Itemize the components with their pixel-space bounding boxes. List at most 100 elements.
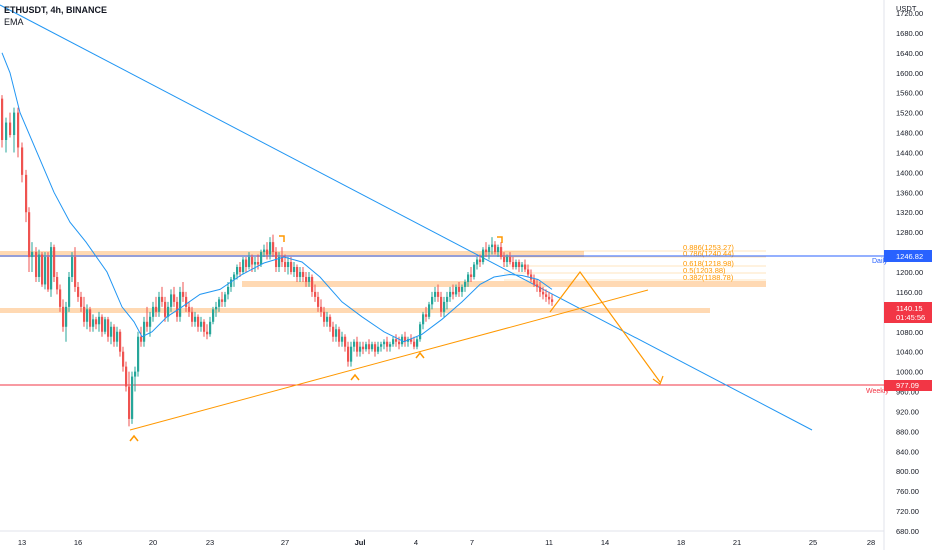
daily-price-value: 1246.82 [896,252,923,261]
candle-body [515,262,518,268]
price-tick-label: 1080.00 [896,328,923,337]
time-tick-label: 13 [18,538,26,547]
candle-countdown: 01:45:56 [896,313,925,322]
candle-body [479,259,482,263]
candle-body [65,306,68,327]
candle-body [116,331,119,342]
candle-body [464,281,467,287]
candle-body [13,112,16,136]
candle-body [272,242,275,253]
candle-body [71,257,74,277]
candle-body [242,259,245,272]
candle-body [305,276,308,282]
candle-body [17,112,20,148]
candle-body [56,276,59,290]
candle-body [21,147,24,175]
candle-body [59,289,62,307]
candle-body [47,257,50,290]
candle-body [113,326,116,342]
candle-body [176,301,179,317]
candle-body [506,257,509,263]
candle-body [194,316,197,322]
price-tick-label: 1560.00 [896,89,923,98]
candle-body [449,291,452,297]
candle-body [167,306,170,317]
last-price-value: 1140.15 [896,304,923,313]
candle-body [509,257,512,263]
price-tick-label: 720.00 [896,507,919,516]
time-axis[interactable]: 13 16 20 23 27 Jul 4 7 11 14 18 21 25 28 [18,538,875,547]
candle-body [347,346,350,362]
candle-body [125,366,128,387]
candle-body [497,247,500,253]
candle-body [206,331,209,335]
candle-body [539,286,542,292]
candle-body [455,286,458,295]
candle-body [233,274,236,280]
candles [1,95,554,427]
candle-body [368,344,371,350]
candle-body [209,321,212,335]
candle-body [146,321,149,327]
candle-body [434,291,437,297]
candle-body [119,331,122,352]
candle-body [533,279,536,285]
pivot-markers [129,235,503,442]
candle-body [524,264,527,270]
candle-body [332,326,335,337]
candle-body [293,267,296,272]
candle-body [473,264,476,277]
candle-body [386,341,389,347]
candle-body [530,274,533,280]
candle-body [494,244,497,253]
candle-body [38,254,41,277]
candle-body [257,262,260,265]
fib-label: 0.382(1188.78) [683,273,734,282]
candle-body [416,339,419,347]
fib-label: 0.5(1203.88) [683,266,726,275]
candle-body [452,291,455,295]
candle-body [5,122,8,140]
candle-body [329,316,332,327]
candle-body [323,311,326,322]
candle-body [25,174,28,213]
candle-body [122,351,125,367]
candle-body [188,306,191,312]
candle-body [428,304,431,317]
price-axis[interactable]: 1720.00 1680.00 1640.00 1600.00 1560.00 1520.… [896,9,923,536]
candle-body [101,316,104,332]
candle-body [164,301,167,317]
candle-body [28,212,31,258]
candle-body [200,321,203,327]
candle-body [44,257,47,285]
candle-body [221,299,224,302]
candle-body [155,306,158,312]
candle-body [161,296,164,302]
time-tick-label: 27 [281,538,289,547]
candle-body [227,286,230,295]
time-tick-label: 16 [74,538,82,547]
pivot-high-marker [497,236,503,243]
price-tick-label: 1440.00 [896,148,923,157]
candle-body [341,336,344,342]
candle-body [104,319,107,332]
candle-body [68,276,71,307]
price-tick-label: 1360.00 [896,188,923,197]
candle-body [185,296,188,307]
candle-body [92,319,95,327]
time-tick-label: 21 [733,538,741,547]
candle-body [248,257,251,268]
candle-body [236,267,239,275]
candle-body [170,294,173,307]
fib-label: 0.786(1240.44) [683,249,734,258]
pivot-low-marker [129,434,139,442]
candle-body [326,316,329,322]
candle-body [488,247,491,253]
candle-body [467,274,470,282]
candle-body [143,321,146,342]
zone-bottom [0,308,710,313]
fibonacci-levels: 0.886(1253.27) 0.786(1240.44) 0.618(1218… [504,243,766,282]
time-tick-label: 28 [867,538,875,547]
